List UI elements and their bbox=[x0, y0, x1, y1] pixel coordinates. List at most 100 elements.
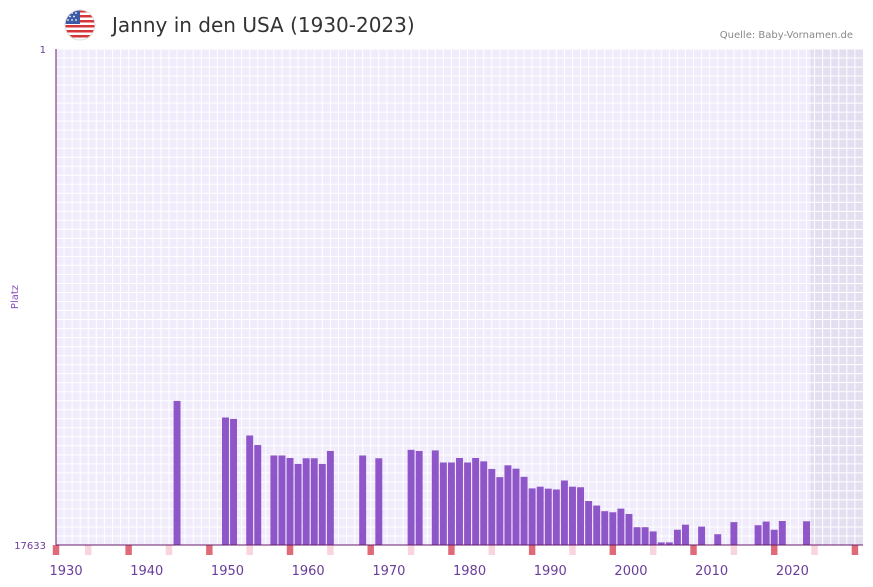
bar-2005 bbox=[665, 542, 673, 545]
x-tick-label-2000: 2000 bbox=[614, 564, 647, 579]
bar-1978 bbox=[447, 462, 455, 545]
year-marker-light-1983 bbox=[488, 545, 496, 555]
bar-1961 bbox=[310, 458, 318, 545]
year-marker-1929 bbox=[52, 545, 60, 555]
year-marker-1988 bbox=[528, 545, 536, 555]
x-tick-label-1990: 1990 bbox=[534, 564, 567, 579]
bar-1999 bbox=[617, 508, 625, 545]
bar-1991 bbox=[552, 489, 560, 545]
grid-lines bbox=[55, 48, 863, 546]
bar-1985 bbox=[504, 465, 512, 545]
future-shaded-region bbox=[810, 49, 863, 545]
bar-2016 bbox=[754, 525, 762, 545]
bar-1998 bbox=[609, 512, 617, 545]
year-markers bbox=[52, 545, 859, 555]
bar-1973 bbox=[407, 449, 415, 545]
bar-1976 bbox=[431, 450, 439, 545]
x-tick-label-1980: 1980 bbox=[453, 564, 486, 579]
bar-2022 bbox=[803, 521, 810, 545]
year-marker-1938 bbox=[125, 545, 132, 555]
x-tick-label-2010: 2010 bbox=[695, 564, 728, 579]
bar-2013 bbox=[730, 522, 738, 545]
bar-1988 bbox=[528, 488, 536, 545]
bar-1969 bbox=[375, 458, 383, 545]
year-marker-2028 bbox=[851, 545, 859, 555]
bar-2003 bbox=[649, 531, 657, 545]
bar-2007 bbox=[681, 524, 689, 545]
bar-1944 bbox=[173, 400, 181, 545]
bar-1987 bbox=[520, 476, 528, 545]
year-marker-1948 bbox=[206, 545, 213, 555]
bars-group bbox=[173, 400, 810, 545]
bar-1958 bbox=[286, 457, 294, 545]
x-tick-label-1960: 1960 bbox=[292, 564, 325, 579]
bar-1984 bbox=[496, 477, 504, 545]
bar-1963 bbox=[326, 450, 334, 545]
bar-1951 bbox=[230, 418, 238, 545]
bar-2006 bbox=[673, 529, 681, 545]
bar-1979 bbox=[456, 457, 463, 545]
year-marker-light-1943 bbox=[165, 545, 173, 555]
bar-2001 bbox=[633, 527, 641, 545]
bar-1997 bbox=[601, 511, 609, 545]
year-marker-light-2023 bbox=[811, 545, 818, 555]
bar-2009 bbox=[698, 526, 706, 545]
year-marker-light-2013 bbox=[730, 545, 738, 555]
bar-2018 bbox=[770, 529, 778, 545]
bar-1989 bbox=[536, 486, 544, 545]
usa-flag-icon bbox=[64, 9, 96, 41]
year-marker-light-1953 bbox=[246, 545, 253, 555]
x-tick-label-1970: 1970 bbox=[372, 564, 405, 579]
x-tick-label-1950: 1950 bbox=[211, 564, 244, 579]
bar-1982 bbox=[480, 461, 488, 545]
bar-1986 bbox=[512, 468, 520, 545]
bar-1996 bbox=[593, 505, 601, 545]
bar-1994 bbox=[577, 487, 585, 545]
x-tick-label-1940: 1940 bbox=[130, 564, 163, 579]
bar-1990 bbox=[544, 488, 552, 545]
bar-1962 bbox=[318, 463, 326, 545]
chart-title: Janny in den USA (1930-2023) bbox=[112, 13, 415, 37]
year-marker-1968 bbox=[367, 545, 374, 555]
bar-1959 bbox=[294, 463, 302, 545]
bar-1956 bbox=[270, 455, 278, 545]
year-marker-light-1963 bbox=[327, 545, 334, 555]
x-tick-label-1930: 1930 bbox=[50, 564, 83, 579]
bar-1977 bbox=[439, 462, 447, 545]
y-axis-label: Platz bbox=[10, 285, 21, 309]
bar-1974 bbox=[415, 450, 423, 545]
bar-2019 bbox=[778, 521, 786, 545]
year-marker-2018 bbox=[771, 545, 778, 555]
bar-2002 bbox=[641, 527, 649, 545]
year-marker-light-2003 bbox=[649, 545, 657, 555]
year-marker-1958 bbox=[286, 545, 294, 555]
bar-2000 bbox=[625, 513, 633, 545]
year-marker-1998 bbox=[609, 545, 617, 555]
bar-2011 bbox=[714, 534, 722, 545]
year-marker-light-1993 bbox=[569, 545, 576, 555]
bar-1993 bbox=[569, 486, 576, 545]
y-tick-label-bottom: 17633 bbox=[14, 541, 46, 552]
x-tick-label-2020: 2020 bbox=[776, 564, 809, 579]
bar-1957 bbox=[278, 455, 286, 545]
bar-1992 bbox=[560, 480, 568, 545]
bar-1983 bbox=[488, 468, 496, 545]
bar-1950 bbox=[221, 417, 229, 545]
bar-1981 bbox=[472, 457, 480, 545]
year-marker-light-1973 bbox=[407, 545, 415, 555]
year-marker-2008 bbox=[690, 545, 697, 555]
source-credit: Quelle: Baby-Vornamen.de bbox=[719, 30, 853, 41]
bar-1995 bbox=[585, 501, 593, 545]
bar-2017 bbox=[762, 521, 770, 545]
x-tick-labels: 1930 1940 1950 1960 1970 1980 1990 2000 2010 2020 bbox=[50, 564, 809, 579]
bar-1967 bbox=[359, 455, 367, 545]
bar-1960 bbox=[302, 458, 310, 545]
year-marker-light-1933 bbox=[85, 545, 92, 555]
bar-1954 bbox=[254, 445, 262, 545]
bar-2004 bbox=[657, 542, 665, 545]
bar-1980 bbox=[464, 462, 472, 545]
year-marker-1978 bbox=[448, 545, 455, 555]
bar-1953 bbox=[246, 435, 254, 545]
y-tick-label-top: 1 bbox=[40, 45, 46, 56]
